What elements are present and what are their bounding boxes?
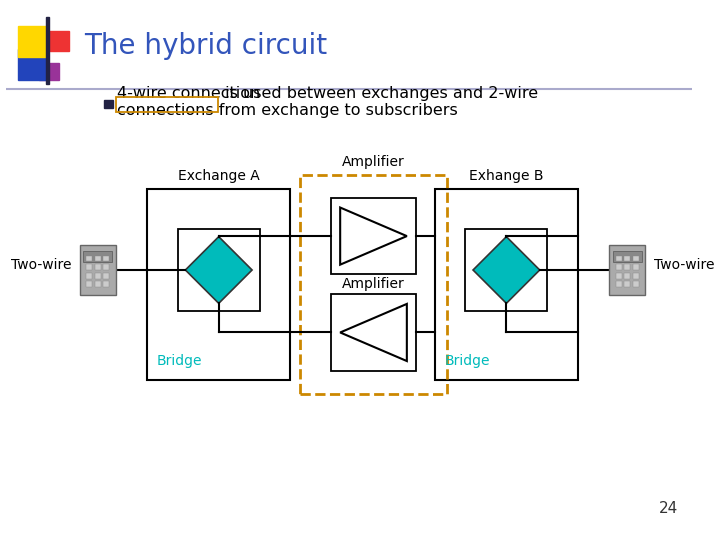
- Bar: [624, 264, 630, 270]
- Text: connections from exchange to subscribers: connections from exchange to subscribers: [117, 103, 458, 118]
- Bar: [178, 229, 260, 311]
- Bar: [104, 256, 109, 261]
- Polygon shape: [185, 237, 252, 303]
- Text: The hybrid circuit: The hybrid circuit: [84, 32, 328, 60]
- Bar: [609, 245, 645, 295]
- Text: Exhange B: Exhange B: [469, 170, 544, 183]
- Text: 24: 24: [659, 501, 678, 516]
- Text: Amplifier: Amplifier: [342, 277, 405, 291]
- Bar: [104, 264, 109, 270]
- Polygon shape: [473, 237, 540, 303]
- Bar: [104, 281, 109, 287]
- Bar: [39, 63, 58, 79]
- Text: Bridge: Bridge: [157, 354, 202, 368]
- Bar: [633, 281, 639, 287]
- Polygon shape: [340, 207, 407, 265]
- Bar: [624, 256, 630, 261]
- Bar: [95, 264, 101, 270]
- Bar: [330, 198, 416, 274]
- Text: Two-wire: Two-wire: [11, 258, 71, 272]
- Bar: [95, 273, 101, 279]
- Bar: [330, 294, 416, 370]
- Bar: [148, 189, 290, 380]
- Bar: [616, 281, 621, 287]
- Text: is used between exchanges and 2-wire: is used between exchanges and 2-wire: [220, 86, 538, 102]
- Bar: [86, 264, 92, 270]
- Bar: [616, 273, 621, 279]
- Bar: [104, 273, 109, 279]
- Bar: [116, 97, 217, 112]
- Bar: [46, 17, 49, 84]
- Bar: [80, 245, 116, 295]
- Text: Two-wire: Two-wire: [654, 258, 714, 272]
- Bar: [624, 273, 630, 279]
- Bar: [624, 281, 630, 287]
- Bar: [95, 256, 101, 261]
- Polygon shape: [340, 304, 407, 361]
- Bar: [104, 99, 113, 108]
- Text: Amplifier: Amplifier: [342, 155, 405, 169]
- Bar: [633, 264, 639, 270]
- Text: Bridge: Bridge: [444, 354, 490, 368]
- Bar: [633, 256, 639, 261]
- Bar: [633, 273, 639, 279]
- Bar: [86, 273, 92, 279]
- Bar: [95, 281, 101, 287]
- Bar: [18, 49, 48, 79]
- Text: 4-wire connection: 4-wire connection: [117, 86, 260, 102]
- Bar: [616, 264, 621, 270]
- Bar: [84, 251, 112, 262]
- Bar: [616, 256, 621, 261]
- Bar: [86, 256, 92, 261]
- Bar: [18, 26, 48, 57]
- Text: Exchange A: Exchange A: [178, 170, 260, 183]
- Bar: [465, 229, 547, 311]
- Bar: [435, 189, 578, 380]
- Bar: [300, 175, 447, 394]
- Bar: [39, 31, 69, 51]
- Bar: [86, 281, 92, 287]
- Bar: [613, 251, 642, 262]
